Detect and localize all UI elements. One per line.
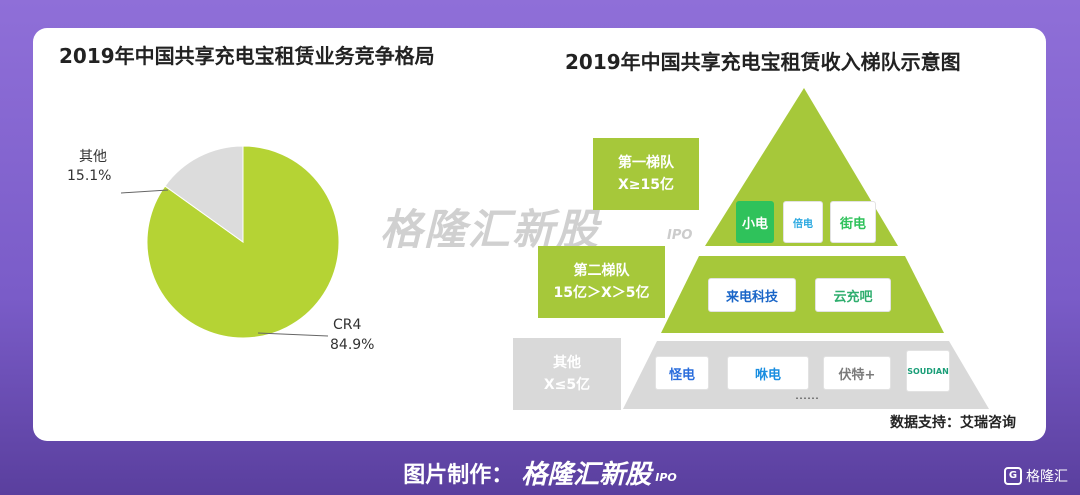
- tier-second-name: 第二梯队: [573, 263, 630, 279]
- brand-logo-jiedian: 街电: [830, 201, 876, 243]
- tier-first-name: 第一梯队: [618, 155, 674, 171]
- tier-second-range: 15亿＞X＞5亿: [553, 285, 650, 301]
- pyramid-chart-title: 2019年中国共享充电宝租赁收入梯队示意图: [565, 50, 961, 74]
- tier-other-range: X≤5亿: [543, 377, 591, 393]
- brand-logo-beidian: 倍电: [783, 201, 823, 243]
- brand-g-icon: G: [1004, 467, 1022, 485]
- tier-label-second: 第二梯队 15亿＞X＞5亿: [538, 246, 665, 318]
- tier-label-first: 第一梯队 X≥15亿: [593, 138, 699, 210]
- brand-logo-yunchongba: 云充吧: [815, 278, 891, 312]
- tier-label-other: 其他 X≤5亿: [513, 338, 621, 410]
- footer-ipo: IPO: [655, 471, 677, 484]
- more-brands-ellipsis: ……: [795, 388, 819, 402]
- data-source: 数据支持：艾瑞咨询: [890, 415, 1016, 431]
- corner-brand-text: 格隆汇: [1026, 469, 1068, 485]
- brand-logo-guaidian: 怪电: [655, 356, 709, 390]
- leader-line-cr4: [257, 332, 329, 337]
- brand-logo-xiaodian: 小电: [736, 201, 774, 243]
- watermark-text: 格隆汇新股: [380, 205, 601, 254]
- pie-label-other-value: 15.1%: [67, 168, 111, 184]
- brand-logo-laidian: 来电科技: [708, 278, 796, 312]
- pyramid-middle-tier: [661, 256, 944, 333]
- tier-other-name: 其他: [553, 355, 581, 371]
- content-card: 2019年中国共享充电宝租赁业务竞争格局 2019年中国共享充电宝租赁收入梯队示…: [33, 28, 1046, 441]
- pie-chart: 其他 15.1% CR4 84.9%: [67, 145, 374, 353]
- watermark-ipo: IPO: [667, 228, 693, 243]
- leader-line-other: [120, 189, 169, 194]
- brand-logo-fute: 伏特+: [823, 356, 891, 390]
- brand-logo-xiudian: 咻电: [727, 356, 809, 390]
- tier-first-range: X≥15亿: [617, 177, 674, 193]
- pie-label-cr4-value: 84.9%: [330, 337, 374, 353]
- pie-slice-other: [164, 145, 244, 243]
- pie-label-cr4-name: CR4: [333, 317, 362, 333]
- footer: 图片制作： 格隆汇新股 IPO: [0, 450, 1080, 495]
- footer-label: 图片制作：: [403, 462, 514, 488]
- corner-brand-logo: G 格隆汇: [1004, 466, 1068, 486]
- footer-brand: 格隆汇新股: [521, 460, 652, 490]
- brand-logo-soudian: SOUDIAN: [906, 350, 950, 392]
- pie-chart-title: 2019年中国共享充电宝租赁业务竞争格局: [59, 44, 435, 68]
- pie-label-other-name: 其他: [79, 149, 107, 165]
